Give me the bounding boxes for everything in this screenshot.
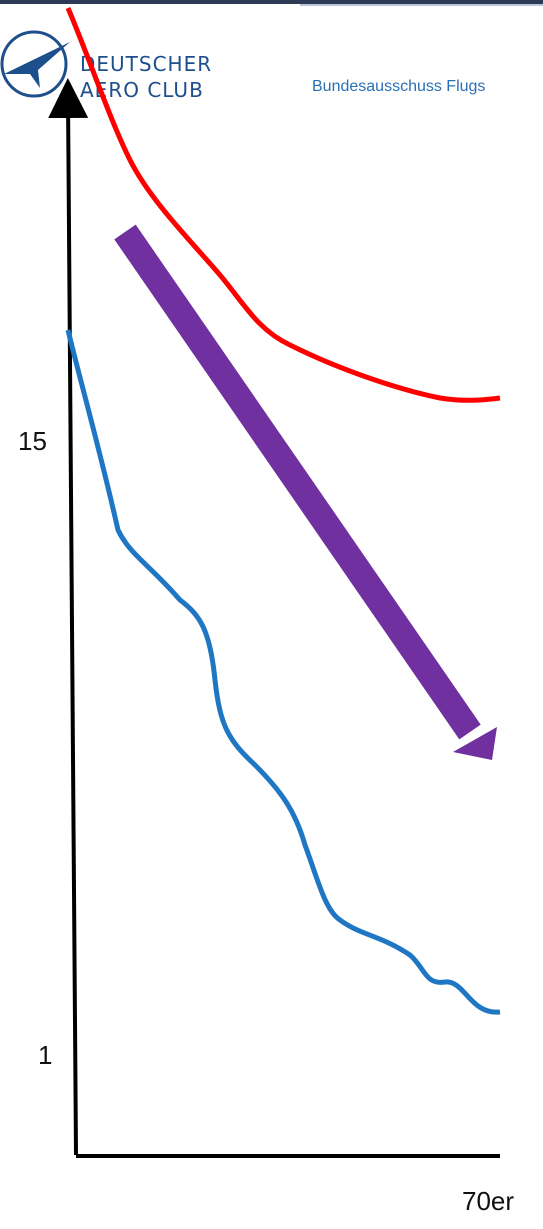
series-blue-line — [65, 329, 501, 1015]
org-subtitle: Bundesausschuss Flugs — [312, 78, 486, 95]
x-tick-label-70er: 70er — [462, 1186, 515, 1216]
header-accent-rule — [300, 4, 543, 6]
y-tick-label-1: 1 — [38, 1040, 53, 1070]
y-axis — [48, 78, 89, 1156]
series-red-line — [65, 7, 501, 403]
header-top-rule — [0, 0, 543, 4]
y-tick-label-15: 15 — [18, 426, 47, 456]
logo-icon — [0, 30, 70, 98]
trend-arrow-shaft — [114, 224, 481, 740]
logo-text-line1: DEUTSCHER — [80, 52, 213, 76]
trend-arrow-head — [453, 727, 497, 760]
